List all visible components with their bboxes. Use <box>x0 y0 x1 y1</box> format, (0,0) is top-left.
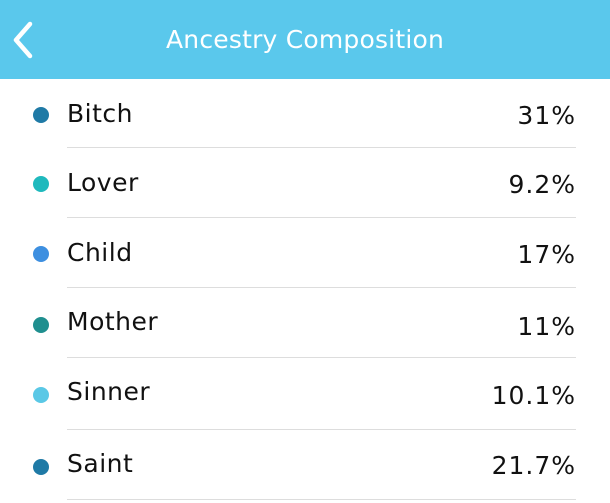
list-item-label: Saint <box>67 449 134 478</box>
list-item-lover[interactable]: Lover 9.2% <box>0 148 610 218</box>
list-item-child[interactable]: Child 17% <box>0 218 610 288</box>
page-title: Ancestry Composition <box>165 25 445 54</box>
list-item-bitch[interactable]: Bitch 31% <box>0 79 610 149</box>
color-dot-icon <box>33 176 49 192</box>
divider <box>67 499 576 500</box>
list-item-percent: 9.2% <box>508 170 576 199</box>
list-item-percent: 11% <box>517 312 576 341</box>
list-item-percent: 10.1% <box>491 381 576 410</box>
back-button[interactable] <box>8 18 44 62</box>
list-item-label: Bitch <box>67 99 133 128</box>
nav-header: Ancestry Composition <box>0 0 610 79</box>
divider <box>67 217 576 218</box>
list-item-percent: 21.7% <box>491 451 576 480</box>
color-dot-icon <box>33 387 49 403</box>
list-item-label: Mother <box>67 307 159 336</box>
color-dot-icon <box>33 317 49 333</box>
color-dot-icon <box>33 459 49 475</box>
chevron-left-icon <box>13 21 33 59</box>
list-item-label: Lover <box>67 168 139 197</box>
color-dot-icon <box>33 246 49 262</box>
list-item-sinner[interactable]: Sinner 10.1% <box>0 358 610 428</box>
divider <box>67 429 576 430</box>
list-item-percent: 31% <box>517 101 576 130</box>
list-item-saint[interactable]: Saint 21.7% <box>0 430 610 500</box>
divider <box>67 357 576 358</box>
list-item-label: Child <box>67 238 133 267</box>
list-item-mother[interactable]: Mother 11% <box>0 288 610 358</box>
divider <box>67 147 576 148</box>
list-item-percent: 17% <box>517 240 576 269</box>
divider <box>67 287 576 288</box>
list-item-label: Sinner <box>67 377 151 406</box>
color-dot-icon <box>33 107 49 123</box>
